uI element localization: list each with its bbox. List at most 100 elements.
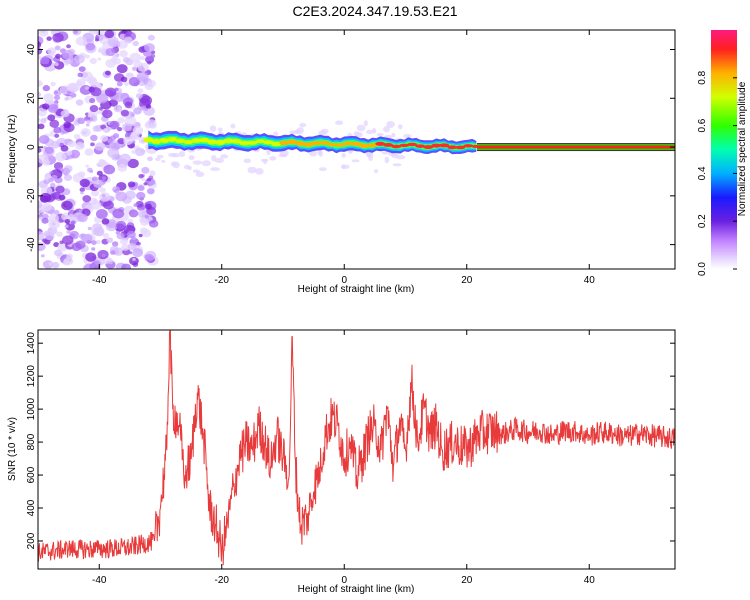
noise-blob — [42, 103, 50, 110]
signal-core — [311, 141, 322, 146]
x-tick-label: 0 — [341, 575, 347, 586]
noise-blob — [42, 85, 51, 92]
signal-core — [215, 140, 226, 145]
noise-blob — [90, 87, 102, 97]
noise-blob — [341, 164, 346, 170]
noise-blob — [38, 200, 43, 210]
noise-blob — [87, 167, 93, 173]
noise-blob — [129, 73, 134, 77]
noise-blob — [130, 132, 140, 141]
noise-blob — [98, 33, 105, 39]
noise-blob — [70, 220, 76, 225]
colorbar-tick-label: 0.6 — [697, 118, 708, 132]
noise-blob — [75, 36, 87, 46]
noise-blob — [145, 104, 152, 109]
noise-blob — [102, 232, 110, 239]
noise-blob — [146, 60, 152, 65]
noise-blob — [105, 48, 116, 57]
signal-core — [255, 139, 266, 144]
noise-blob — [192, 160, 203, 165]
noise-blob — [363, 120, 368, 127]
signal-core — [223, 138, 234, 144]
noise-blob — [83, 263, 95, 269]
noise-blob — [62, 259, 71, 266]
signal-core — [239, 140, 250, 146]
noise-blob — [61, 200, 73, 211]
noise-blob — [84, 54, 90, 59]
colorbar-label: Normalized spectral amplitude — [737, 81, 748, 216]
y-tick-label: -40 — [26, 237, 37, 252]
snr-frame-bg — [38, 330, 675, 569]
noise-blob — [77, 171, 86, 178]
noise-blob — [192, 169, 200, 173]
noise-blob — [383, 135, 393, 139]
noise-blob — [85, 252, 97, 262]
noise-blob — [127, 158, 139, 169]
signal-core — [247, 140, 258, 145]
noise-blob — [81, 233, 93, 244]
noise-blob — [131, 150, 136, 154]
noise-blob — [131, 113, 135, 117]
noise-blob — [131, 66, 138, 71]
noise-blob — [117, 137, 126, 145]
noise-blob — [126, 230, 136, 239]
noise-blob — [50, 182, 56, 188]
x-tick-label: -40 — [92, 575, 107, 586]
noise-blob — [93, 226, 105, 237]
colorbar-tick-label: 0.8 — [697, 70, 708, 84]
x-tick-label: 40 — [584, 575, 596, 586]
x-tick-label: 20 — [461, 575, 473, 586]
noise-blob — [66, 82, 78, 92]
noise-blob — [105, 70, 111, 76]
noise-blob — [66, 44, 71, 49]
noise-blob — [120, 109, 130, 117]
noise-blob — [96, 31, 101, 36]
colorbar-gradient — [711, 30, 737, 269]
signal-core — [191, 138, 202, 143]
signal-core — [199, 137, 210, 143]
noise-blob — [54, 45, 61, 51]
noise-blob — [64, 224, 69, 229]
noise-blob — [139, 227, 148, 235]
noise-blob — [121, 263, 132, 269]
noise-blob — [366, 129, 374, 135]
noise-blob — [109, 135, 117, 141]
noise-blob — [106, 237, 114, 243]
spectrogram-panel: -40 -20 0 20 40 -40 -20 0 20 40 Height of straig… — [7, 29, 676, 295]
noise-blob — [90, 200, 102, 210]
noise-blob — [90, 134, 98, 142]
noise-blob — [79, 187, 86, 192]
signal-core — [391, 144, 402, 149]
noise-blob — [143, 106, 155, 116]
noise-blob — [54, 95, 61, 101]
noise-blob — [201, 160, 211, 167]
spectrogram-xlabel: Height of straight line (km) — [298, 284, 415, 295]
signal-core — [431, 143, 442, 148]
noise-blob — [128, 76, 140, 87]
noise-blob — [341, 153, 346, 158]
noise-blob — [381, 151, 389, 155]
noise-blob — [75, 141, 85, 150]
noise-blob — [56, 231, 63, 237]
noise-blob — [103, 128, 108, 132]
noise-blob — [78, 209, 83, 213]
noise-blob — [171, 152, 180, 158]
signal-core — [375, 141, 386, 146]
noise-blob — [211, 154, 217, 162]
noise-blob — [76, 81, 83, 87]
noise-blob — [395, 155, 406, 160]
noise-blob — [78, 66, 86, 73]
signal-core — [175, 138, 186, 144]
signal-core — [303, 142, 314, 147]
noise-blob — [39, 192, 52, 203]
noise-blob — [38, 147, 42, 153]
noise-blob — [178, 150, 186, 158]
noise-blob — [63, 174, 73, 181]
noise-blob — [58, 194, 66, 201]
noise-blob — [147, 187, 155, 195]
signal-core — [271, 141, 282, 147]
noise-blob — [141, 166, 150, 174]
noise-blob — [38, 231, 45, 241]
noise-blob — [91, 189, 100, 197]
noise-blob — [107, 257, 113, 262]
